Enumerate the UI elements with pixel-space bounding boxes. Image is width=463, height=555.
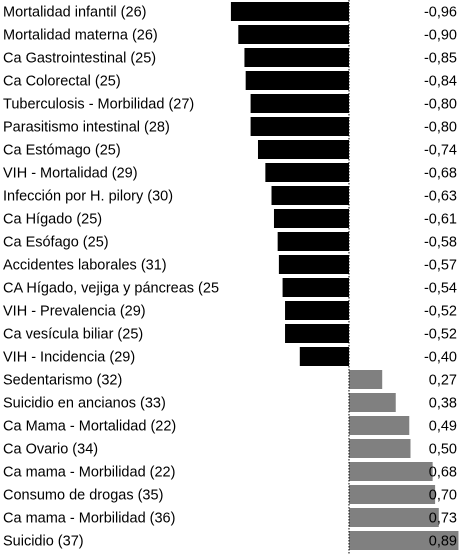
category-label: VIH - Incidencia (29) bbox=[3, 350, 135, 366]
bar-3 bbox=[245, 71, 349, 90]
category-label: Ca mama - Morbilidad (22) bbox=[3, 465, 175, 481]
category-label: Mortalidad materna (26) bbox=[3, 28, 158, 44]
bar-13 bbox=[285, 301, 349, 320]
category-label: CA Hígado, vejiga y páncreas (25 bbox=[3, 281, 219, 297]
bar-18 bbox=[349, 416, 410, 435]
category-label: Ca Hígado (25) bbox=[3, 212, 102, 228]
bar-21 bbox=[349, 485, 436, 504]
bar-17 bbox=[349, 393, 396, 412]
bar-16 bbox=[349, 370, 383, 389]
bar-14 bbox=[285, 324, 349, 343]
value-label: 0,50 bbox=[429, 442, 457, 458]
category-label: Parasitismo intestinal (28) bbox=[3, 120, 170, 136]
category-label: VIH - Mortalidad (29) bbox=[3, 166, 138, 182]
bar-10 bbox=[277, 232, 349, 251]
category-label: Ca Esófago (25) bbox=[3, 235, 109, 251]
category-label: VIH - Prevalencia (29) bbox=[3, 304, 146, 320]
category-label: Suicidio en ancianos (33) bbox=[3, 396, 166, 412]
value-label: -0,96 bbox=[424, 5, 457, 21]
value-label: 0,68 bbox=[429, 465, 457, 481]
value-label: -0,58 bbox=[424, 235, 457, 251]
bar-9 bbox=[273, 209, 349, 228]
value-label: -0,68 bbox=[424, 166, 457, 182]
category-label: Mortalidad infantil (26) bbox=[3, 5, 146, 21]
bar-23 bbox=[349, 531, 459, 550]
bars-group bbox=[230, 2, 459, 550]
bar-19 bbox=[349, 439, 411, 458]
value-label: -0,84 bbox=[424, 74, 457, 90]
value-label: 0,73 bbox=[429, 511, 457, 527]
value-label: 0,89 bbox=[429, 534, 457, 550]
category-label: Accidentes laborales (31) bbox=[3, 258, 167, 274]
value-label: -0,52 bbox=[424, 327, 457, 343]
value-label: -0,90 bbox=[424, 28, 457, 44]
value-label: -0,61 bbox=[424, 212, 457, 228]
category-label: Ca Estómago (25) bbox=[3, 143, 121, 159]
value-label: -0,57 bbox=[424, 258, 457, 274]
value-label: 0,38 bbox=[429, 396, 457, 412]
bar-1 bbox=[238, 25, 349, 44]
value-label: -0,52 bbox=[424, 304, 457, 320]
category-label: Ca Mama - Mortalidad (22) bbox=[3, 419, 176, 435]
bar-4 bbox=[250, 94, 349, 113]
category-label: Suicidio (37) bbox=[3, 534, 84, 550]
value-label: -0,74 bbox=[424, 143, 457, 159]
category-label: Infección por H. pilory (30) bbox=[3, 189, 173, 205]
category-label: Ca Gastrointestinal (25) bbox=[3, 51, 156, 67]
value-label: -0,85 bbox=[424, 51, 457, 67]
category-label: Tuberculosis - Morbilidad (27) bbox=[3, 97, 194, 113]
category-labels-group: Mortalidad infantil (26) Mortalidad mater… bbox=[3, 5, 219, 550]
category-label: Ca vesícula biliar (25) bbox=[3, 327, 143, 343]
bar-6 bbox=[257, 140, 349, 159]
value-label: 0,49 bbox=[429, 419, 457, 435]
value-label: -0,80 bbox=[424, 97, 457, 113]
category-label: Ca Ovario (34) bbox=[3, 442, 98, 458]
bar-20 bbox=[349, 462, 433, 481]
bar-12 bbox=[282, 278, 349, 297]
bar-22 bbox=[349, 508, 439, 527]
value-labels-group: -0,96 -0,90 -0,85 -0,84 -0,80 -0,80 -0,74 -0,68… bbox=[424, 5, 457, 550]
value-label: -0,80 bbox=[424, 120, 457, 136]
value-label: 0,70 bbox=[429, 488, 457, 504]
bar-0 bbox=[230, 2, 349, 21]
category-label: Consumo de drogas (35) bbox=[3, 488, 163, 504]
bar-11 bbox=[278, 255, 349, 274]
category-label: Sedentarismo (32) bbox=[3, 373, 122, 389]
bar-5 bbox=[250, 117, 349, 136]
value-label: -0,40 bbox=[424, 350, 457, 366]
bar-15 bbox=[299, 347, 349, 366]
value-label: -0,54 bbox=[424, 281, 457, 297]
bar-2 bbox=[244, 48, 349, 67]
value-label: -0,63 bbox=[424, 189, 457, 205]
value-label: 0,27 bbox=[429, 373, 457, 389]
category-label: Ca Colorectal (25) bbox=[3, 74, 121, 90]
bar-8 bbox=[271, 186, 349, 205]
category-label: Ca mama - Morbilidad (36) bbox=[3, 511, 175, 527]
bar-7 bbox=[265, 163, 349, 182]
